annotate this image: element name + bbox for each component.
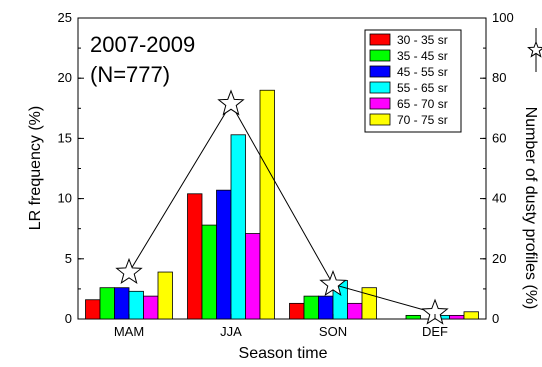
bar (245, 233, 261, 320)
legend-label: 35 - 45 sr (397, 49, 448, 63)
legend-label: 30 - 35 sr (397, 33, 448, 47)
line-series (115, 89, 449, 325)
bar (187, 193, 203, 320)
x-axis-title: Season time (239, 345, 328, 362)
x-tick-label: SON (319, 324, 347, 339)
bar (114, 287, 130, 320)
legend-swatch (369, 65, 391, 78)
annotation-line-2: (N=777) (90, 62, 170, 87)
bar (405, 314, 421, 320)
bar (318, 295, 334, 320)
y-tick-label: 5 (65, 251, 72, 266)
bar (85, 299, 101, 320)
legend-swatch (369, 33, 391, 46)
right-axis-legend (527, 28, 542, 72)
legend-label: 65 - 70 sr (397, 97, 448, 111)
legend-swatch (369, 49, 391, 62)
bar (361, 287, 377, 320)
legend-label: 55 - 65 sr (397, 81, 448, 95)
y2-tick-label: 100 (492, 10, 514, 25)
bar (289, 302, 305, 320)
annotation: 2007-2009 (N=777) (90, 32, 195, 87)
y2-tick-label: 80 (492, 70, 506, 85)
star-marker (319, 269, 347, 297)
bar (143, 295, 159, 320)
legend-swatch (369, 113, 391, 126)
y-tick-label: 20 (58, 70, 72, 85)
y2-tick-label: 40 (492, 191, 506, 206)
bar (259, 89, 275, 320)
legend-swatch (369, 97, 391, 110)
bar (347, 302, 363, 320)
line-legend-star (527, 40, 542, 58)
bar (449, 314, 465, 320)
star-marker (217, 89, 245, 116)
bar (303, 295, 319, 320)
bar (216, 189, 232, 320)
bar (99, 287, 115, 320)
bar (463, 311, 479, 320)
x-tick-label: DEF (422, 324, 448, 339)
y-tick-label: 10 (58, 191, 72, 206)
y-tick-label: 15 (58, 130, 72, 145)
bar (157, 271, 173, 320)
star-marker (421, 298, 449, 325)
y2-axis-title: Number of dusty profiles (%) (522, 107, 539, 310)
legend-label: 45 - 55 sr (397, 65, 448, 79)
axes: 0 5 10 15 20 25 0 20 40 60 80 100 MAM JJA SON DEF (58, 10, 514, 339)
bar (230, 134, 246, 320)
y2-tick-label: 60 (492, 130, 506, 145)
dusty-profiles-line (128, 102, 436, 314)
legend: 30 - 35 sr 35 - 45 sr 45 - 55 sr 55 - 65 sr… (364, 29, 462, 133)
bar (128, 290, 144, 320)
legend-label: 70 - 75 sr (397, 113, 448, 127)
y-tick-label: 0 (65, 311, 72, 326)
y2-tick-label: 20 (492, 251, 506, 266)
y2-tick-label: 0 (492, 311, 499, 326)
x-tick-label: MAM (114, 324, 144, 339)
star-marker (115, 257, 143, 285)
legend-swatch (369, 81, 391, 94)
bar (201, 224, 217, 320)
y-axis-title: LR frequency (%) (27, 106, 44, 231)
annotation-line-1: 2007-2009 (90, 32, 195, 57)
y-tick-label: 25 (58, 10, 72, 25)
x-tick-label: JJA (220, 324, 242, 339)
